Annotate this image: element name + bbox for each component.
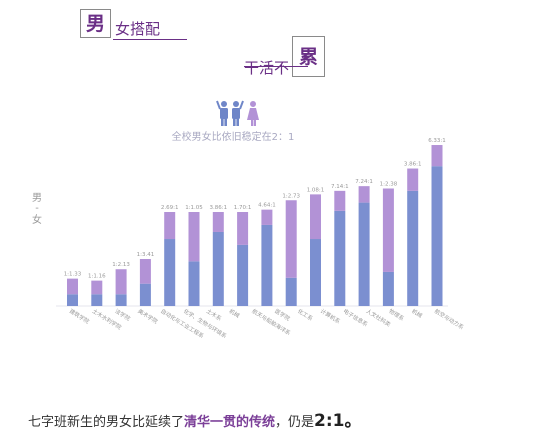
data-label-10: 1.08:1 bbox=[307, 187, 325, 193]
data-label-6: 3.86:1 bbox=[209, 205, 227, 211]
caption-part-1: 七字班新生的男女比延续了 bbox=[28, 415, 185, 430]
people-icon bbox=[216, 100, 259, 126]
caption-part-2: ，仍是 bbox=[275, 415, 315, 430]
female-figure-icon bbox=[247, 101, 259, 126]
tick-label-11: 计算机系 bbox=[319, 307, 342, 326]
boxed-char-tired: 累 bbox=[292, 36, 326, 77]
tick-label-12: 电子信息系 bbox=[342, 307, 370, 329]
data-label-2: 1:2.13 bbox=[112, 262, 130, 268]
data-label-14: 3.86:1 bbox=[404, 162, 422, 168]
bar-female-3 bbox=[139, 259, 151, 284]
bar-male-11 bbox=[334, 210, 346, 306]
bar-male-13 bbox=[382, 271, 394, 306]
bar-female-10 bbox=[310, 194, 321, 240]
headline-rest: 女搭配 bbox=[115, 20, 161, 38]
bar-male-14 bbox=[407, 190, 419, 306]
tick-label-16: 航空与动力系 bbox=[433, 307, 466, 332]
bar-male-12 bbox=[358, 202, 370, 306]
bar-male-15 bbox=[431, 166, 443, 306]
bar-male-6 bbox=[212, 231, 224, 306]
y-label-male: 男 bbox=[32, 192, 42, 204]
caption: 七字班新生的男女比延续了清华一贯的传统，仍是2:1。 bbox=[28, 406, 362, 431]
chart-title: 全校男女比依旧稳定在2：1 bbox=[172, 130, 295, 143]
bar-male-4 bbox=[164, 239, 176, 306]
headline-line-1: 男 女搭配 bbox=[80, 9, 160, 38]
bar-male-0 bbox=[67, 294, 78, 306]
gender-ratio-chart: 全校男女比依旧稳定在2：1 男 - 女 1:1.33 1:1.161:2.131:… bbox=[32, 100, 466, 340]
tick-label-9: 医学院 bbox=[273, 307, 292, 323]
data-label-15: 6.33:1 bbox=[428, 138, 446, 144]
tick-label-0: 建筑学院 bbox=[68, 307, 91, 326]
data-label-1: 1:1.16 bbox=[88, 274, 106, 280]
y-label-female: 女 bbox=[32, 213, 42, 226]
bar-female-14 bbox=[407, 168, 419, 191]
tick-label-13: 人文社科类 bbox=[365, 307, 393, 329]
bar-female-9 bbox=[285, 200, 297, 278]
headline-underline-1 bbox=[113, 39, 187, 40]
data-label-12: 7.24:1 bbox=[355, 179, 373, 185]
data-label-0: 1:1.33 bbox=[64, 272, 82, 278]
male-figure-icon bbox=[216, 100, 228, 126]
bar-female-1 bbox=[91, 280, 103, 295]
tick-label-3: 美术学院 bbox=[136, 307, 159, 326]
y-label-separator: - bbox=[35, 203, 39, 214]
headline-line-2: 干活不 累 bbox=[244, 36, 326, 77]
bar-female-11 bbox=[334, 190, 346, 211]
data-label-11: 7.14:1 bbox=[331, 184, 349, 190]
tick-label-7: 机械 bbox=[228, 307, 242, 320]
data-label-3: 1:3.41 bbox=[137, 252, 155, 258]
bar-male-5 bbox=[188, 261, 200, 306]
tick-label-15: 机械 bbox=[410, 307, 424, 320]
bar-female-2 bbox=[115, 269, 127, 295]
bar-female-7 bbox=[237, 212, 249, 245]
tick-label-10: 化工系 bbox=[296, 307, 315, 323]
bar-male-3 bbox=[139, 283, 151, 306]
data-label-8: 4.64:1 bbox=[258, 203, 276, 209]
tick-label-14: 物理系 bbox=[387, 307, 406, 323]
bars-group: 1:1.33 1:1.16 1:2.13 1:3.41 2.69:1 1:1.05 3.86… bbox=[64, 138, 446, 306]
data-label-5: 1:1.05 bbox=[185, 205, 203, 211]
headline-underline-2 bbox=[244, 66, 308, 67]
bar-male-7 bbox=[237, 244, 249, 306]
caption-highlight: 清华一贯的传统 bbox=[184, 415, 276, 430]
bar-female-0 bbox=[67, 278, 78, 295]
bar-male-9 bbox=[285, 277, 297, 306]
male-figure-icon bbox=[232, 100, 244, 126]
tick-label-2: 法学院 bbox=[114, 307, 133, 323]
headline-lead: 干活不 bbox=[244, 59, 290, 77]
bar-female-13 bbox=[382, 188, 394, 272]
bar-female-15 bbox=[431, 145, 443, 167]
bar-male-8 bbox=[261, 224, 273, 306]
bar-female-4 bbox=[164, 212, 176, 240]
bar-male-2 bbox=[115, 294, 127, 306]
tick-label-8: 航天与船舶海洋系 bbox=[251, 307, 293, 337]
boxed-char-male: 男 bbox=[80, 9, 112, 38]
bar-male-1 bbox=[91, 294, 103, 306]
data-label-9: 1:2.73 bbox=[282, 193, 300, 199]
bar-female-8 bbox=[261, 209, 273, 225]
bar-male-10 bbox=[310, 239, 321, 306]
bar-female-5 bbox=[188, 212, 200, 262]
data-label-4: 2.69:1 bbox=[161, 205, 179, 211]
data-label-13: 1:2.38 bbox=[380, 182, 398, 188]
caption-ratio: 2:1 bbox=[314, 411, 345, 431]
bar-female-6 bbox=[212, 212, 224, 232]
data-label-7: 1.70:1 bbox=[234, 205, 252, 211]
bar-female-12 bbox=[358, 186, 370, 203]
tick-label-6: 土木系 bbox=[205, 307, 224, 323]
caption-end: 。 bbox=[344, 411, 362, 431]
